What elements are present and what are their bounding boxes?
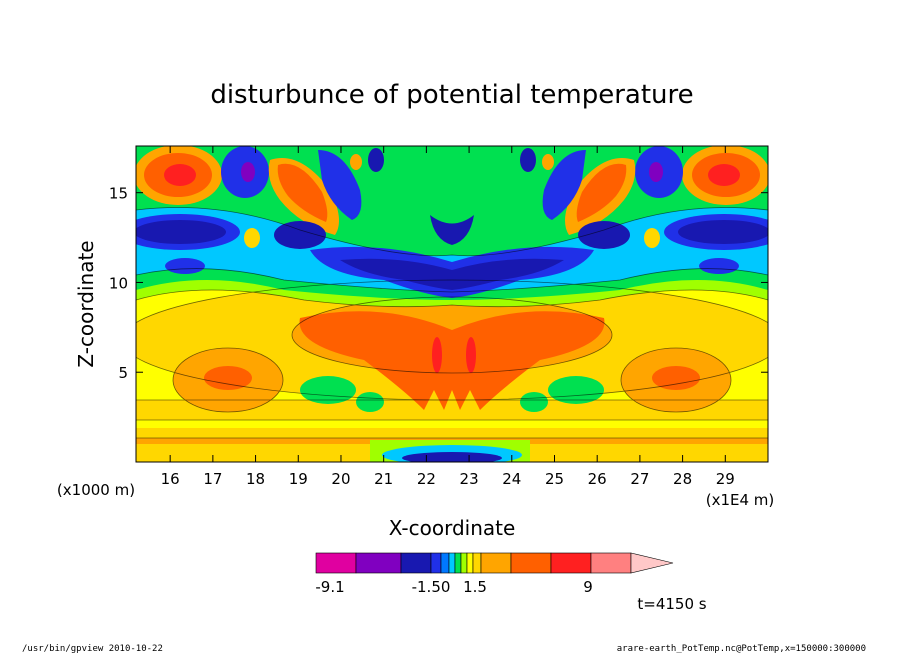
x-tick-label: 23 [460, 470, 479, 488]
colorbar-label: 9 [583, 578, 593, 596]
colorbar-segment [400, 552, 432, 574]
colorbar-segment [550, 552, 592, 574]
colorbar-segment [472, 552, 482, 574]
x-tick-label: 24 [502, 470, 521, 488]
x-tick-label: 17 [203, 470, 222, 488]
x-tick-label: 26 [588, 470, 607, 488]
x-axis-label: X-coordinate [389, 516, 516, 540]
colorbar-segment [430, 552, 442, 574]
x-tick-label: 22 [417, 470, 436, 488]
plot-frame [135, 145, 769, 463]
x-tick-label: 29 [716, 470, 735, 488]
footer-right: arare-earth_PotTemp.nc@PotTemp,x=150000:… [617, 644, 866, 654]
chart-title: disturbunce of potential temperature [210, 80, 693, 110]
colorbar-segment [454, 552, 462, 574]
colorbar-label: -1.50 [412, 578, 451, 596]
y-tick-label: 10 [109, 274, 128, 292]
x-tick-label: 25 [545, 470, 564, 488]
colorbar-segment [466, 552, 474, 574]
x-tick-label: 27 [630, 470, 649, 488]
x-unit-label: (x1E4 m) [706, 491, 775, 509]
y-axis: 5 10 15 [109, 185, 768, 382]
contour-field [136, 146, 768, 462]
colorbar-segment [510, 552, 552, 574]
colorbar-segment [480, 552, 512, 574]
colorbar-segment [315, 552, 357, 574]
x-tick-label: 18 [246, 470, 265, 488]
x-axis: 16 17 18 19 20 21 22 23 24 25 26 27 28 29 [161, 146, 735, 488]
colorbar-segment [448, 552, 456, 574]
colorbar-label: 1.5 [463, 578, 487, 596]
x-tick-label: 28 [673, 470, 692, 488]
colorbar-segment [355, 552, 402, 574]
y-tick-label: 15 [109, 185, 128, 203]
colorbar-label: -9.1 [315, 578, 344, 596]
colorbar-segment [460, 552, 468, 574]
footer-left: /usr/bin/gpview 2010-10-22 [22, 644, 163, 654]
x-tick-label: 19 [289, 470, 308, 488]
colorbar-segment [590, 552, 632, 574]
colorbar-extension [630, 552, 674, 574]
y-axis-label: Z-coordinate [74, 240, 98, 367]
time-annotation: t=4150 s [637, 595, 706, 613]
y-tick-label: 5 [118, 364, 128, 382]
x-tick-label: 20 [331, 470, 350, 488]
x-tick-label: 21 [374, 470, 393, 488]
x-tick-label: 16 [161, 470, 180, 488]
colorbar [315, 552, 674, 574]
y-unit-label: (x1000 m) [57, 481, 135, 499]
colorbar-segment [440, 552, 450, 574]
